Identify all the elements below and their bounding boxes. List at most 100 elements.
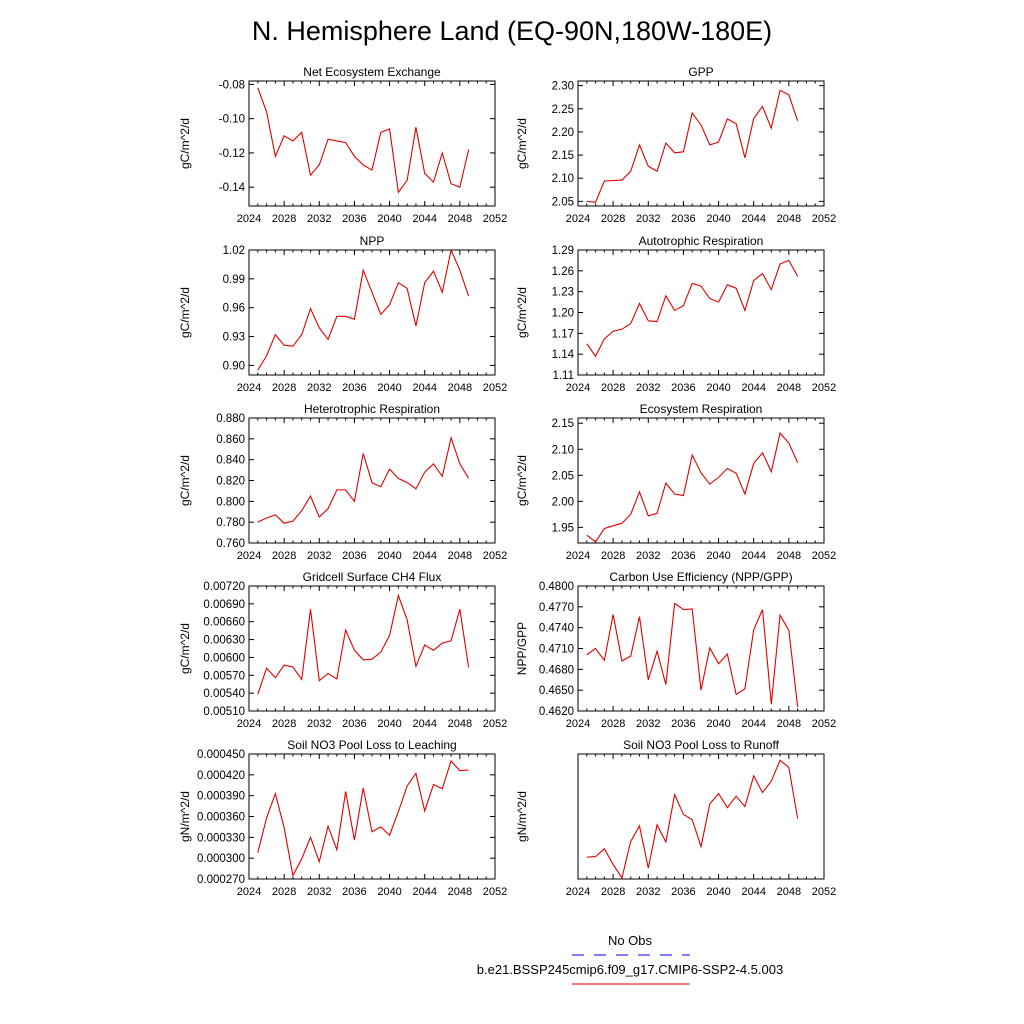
y-tick-label: 0.00630	[203, 635, 245, 647]
y-tick-label: 1.20	[552, 308, 574, 320]
x-tick-label: 2044	[741, 550, 765, 562]
x-tick-label: 2052	[483, 718, 507, 730]
panel-gpp: GPP 2024 2028 2032 2036 2040 2044 2048 2052 2.05 2…	[515, 65, 836, 225]
x-tick-label: 2036	[342, 550, 366, 562]
x-tick-label: 2032	[307, 886, 331, 898]
y-tick-label: 0.00600	[203, 652, 245, 664]
x-tick-label: 2024	[237, 886, 261, 898]
x-tick-label: 2032	[636, 382, 660, 394]
y-axis-label: gC/m^2/d	[178, 287, 192, 338]
x-tick-label: 2052	[483, 382, 507, 394]
panel-title: Heterotrophic Respiration	[304, 402, 440, 416]
y-tick-label: 0.820	[216, 476, 245, 488]
x-tick-label: 2040	[377, 382, 401, 394]
y-tick-label: 2.05	[552, 196, 574, 208]
x-tick-label: 2024	[237, 550, 261, 562]
y-tick-label: 0.800	[216, 496, 245, 508]
x-tick-label: 2048	[777, 550, 801, 562]
x-tick-label: 2040	[706, 886, 730, 898]
x-tick-label: 2044	[412, 550, 436, 562]
y-axis-label: gC/m^2/d	[515, 287, 529, 338]
x-tick-label: 2032	[307, 213, 331, 225]
y-tick-label: -0.10	[219, 114, 245, 126]
x-tick-label: 2032	[307, 718, 331, 730]
x-tick-label: 2036	[342, 382, 366, 394]
y-tick-label: 0.000330	[197, 832, 245, 844]
y-tick-label: 0.93	[223, 332, 245, 344]
y-tick-label: 1.02	[223, 245, 245, 257]
plot-frame	[577, 80, 825, 207]
panel-title: Soil NO3 Pool Loss to Leaching	[287, 738, 456, 752]
y-tick-label: 0.00720	[203, 581, 245, 593]
x-tick-label: 2044	[741, 718, 765, 730]
plot-frame	[248, 753, 496, 880]
y-tick-label: 0.00690	[203, 599, 245, 611]
x-tick-label: 2036	[671, 886, 695, 898]
y-tick-label: 0.4620	[539, 706, 574, 718]
x-tick-label: 2040	[377, 718, 401, 730]
plot-frame	[248, 417, 496, 544]
plot-frame	[577, 249, 825, 376]
panel-npp: NPP 2024 2028 2032 2036 2040 2044 2048 2052 0.90 0…	[178, 234, 507, 394]
x-tick-label: 2028	[601, 550, 625, 562]
panel-soil-no3-pool-loss-to-runoff: Soil NO3 Pool Loss to Runoff 2024 2028 2032…	[515, 738, 836, 898]
y-axis-label: gN/m^2/d	[178, 791, 192, 842]
x-tick-label: 2036	[342, 213, 366, 225]
y-tick-label: 0.00660	[203, 617, 245, 629]
x-tick-label: 2032	[636, 718, 660, 730]
x-tick-label: 2052	[812, 550, 836, 562]
y-tick-label: 2.25	[552, 104, 574, 116]
x-tick-label: 2048	[448, 886, 472, 898]
y-tick-label: 0.860	[216, 434, 245, 446]
y-axis-label: gN/m^2/d	[515, 791, 529, 842]
x-tick-label: 2028	[601, 382, 625, 394]
x-tick-label: 2052	[483, 550, 507, 562]
series-line-model	[257, 250, 470, 371]
x-tick-label: 2052	[483, 213, 507, 225]
x-tick-label: 2036	[671, 550, 695, 562]
x-tick-label: 2036	[342, 718, 366, 730]
plot-frame	[248, 80, 496, 207]
plot-frame	[577, 585, 825, 712]
x-tick-label: 2024	[566, 550, 590, 562]
legend-model-label: b.e21.BSSP245cmip6.f09_g17.CMIP6-SSP2-4.…	[477, 962, 783, 977]
y-tick-label: 0.4800	[539, 581, 574, 593]
y-tick-label: 2.00	[552, 496, 574, 508]
x-tick-label: 2048	[777, 886, 801, 898]
y-tick-label: 0.4740	[539, 623, 574, 635]
y-tick-label: 0.4770	[539, 602, 574, 614]
y-tick-label: 2.15	[552, 150, 574, 162]
panel-autotrophic-respiration: Autotrophic Respiration 2024 2028 2032 2036 2…	[515, 234, 836, 394]
x-tick-label: 2044	[412, 886, 436, 898]
y-tick-label: 0.000270	[197, 874, 245, 886]
y-tick-label: 1.95	[552, 522, 574, 534]
panel-title: Ecosystem Respiration	[640, 402, 763, 416]
x-tick-label: 2044	[741, 382, 765, 394]
x-tick-label: 2028	[272, 550, 296, 562]
series-line-model	[257, 593, 470, 695]
x-tick-label: 2032	[307, 382, 331, 394]
plot-frame	[577, 753, 825, 880]
series-line-model	[257, 435, 470, 524]
legend: No Obs b.e21.BSSP245cmip6.f09_g17.CMIP6-…	[477, 933, 783, 985]
y-tick-label: 0.90	[223, 360, 245, 372]
x-tick-label: 2052	[812, 886, 836, 898]
plot-frame	[577, 417, 825, 544]
y-axis-label: gC/m^2/d	[178, 118, 192, 169]
y-tick-label: 0.880	[216, 413, 245, 425]
y-tick-label: -0.08	[219, 79, 245, 91]
panel-carbon-use-efficiency-npp-gpp: Carbon Use Efficiency (NPP/GPP) 2024 2028 2…	[515, 570, 836, 730]
y-tick-label: 1.14	[552, 349, 575, 361]
x-tick-label: 2048	[777, 718, 801, 730]
x-tick-label: 2032	[307, 550, 331, 562]
panel-ecosystem-respiration: Ecosystem Respiration 2024 2028 2032 2036 204…	[515, 402, 836, 562]
x-tick-label: 2036	[671, 718, 695, 730]
y-tick-label: -0.12	[219, 148, 245, 160]
x-tick-label: 2044	[741, 213, 765, 225]
y-tick-label: 2.05	[552, 470, 574, 482]
panel-gridcell-surface-ch4-flux: Gridcell Surface CH4 Flux 2024 2028 2032 203…	[178, 570, 507, 730]
x-tick-label: 2028	[601, 718, 625, 730]
y-tick-label: 0.4710	[539, 644, 574, 656]
y-tick-label: 2.20	[552, 127, 574, 139]
series-line-model	[257, 87, 470, 194]
